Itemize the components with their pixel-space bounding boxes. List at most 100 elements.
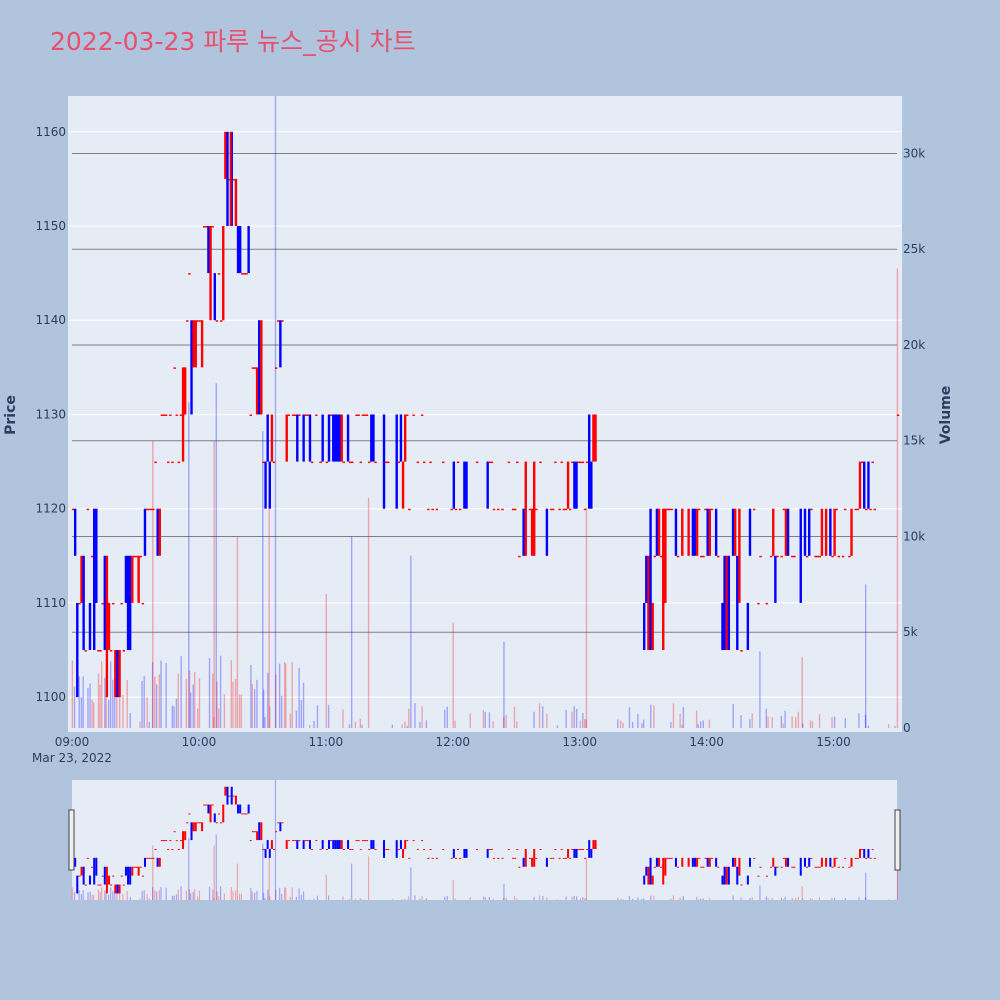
candle <box>370 414 373 462</box>
slider-candle <box>118 884 121 894</box>
candle <box>693 508 697 556</box>
candle <box>342 461 346 464</box>
slider-candle <box>539 848 542 850</box>
slider-candle <box>188 813 191 815</box>
slider-candle <box>850 857 853 867</box>
slider-candle <box>837 866 840 868</box>
candle <box>746 602 750 651</box>
candle <box>865 508 868 511</box>
range-slider-right-handle[interactable] <box>894 809 901 871</box>
candle <box>554 461 557 464</box>
slider-candle <box>512 857 515 859</box>
slider-candle <box>842 866 845 868</box>
slider-candle <box>765 875 768 877</box>
slider-candle <box>715 857 718 867</box>
slider-candle <box>814 866 817 868</box>
candle <box>695 508 699 556</box>
candle <box>186 320 189 322</box>
candle <box>264 461 267 509</box>
candle <box>581 461 585 464</box>
candle <box>298 414 301 416</box>
slider-candle <box>429 848 432 850</box>
range-slider-left-handle[interactable] <box>68 809 75 871</box>
slider-candle <box>186 822 189 824</box>
candle <box>332 414 335 462</box>
candle <box>558 508 561 511</box>
candle <box>522 508 525 556</box>
slider-candle <box>677 866 680 868</box>
candle <box>359 461 362 464</box>
slider-candle <box>224 786 227 796</box>
slider-candle <box>370 840 373 849</box>
candle <box>219 320 223 322</box>
candle <box>365 414 369 416</box>
candle <box>873 508 876 511</box>
candle <box>397 461 401 464</box>
slider-candle <box>514 857 517 859</box>
slider-candle <box>374 848 377 850</box>
slider-candle <box>306 840 309 842</box>
candle <box>304 414 307 416</box>
slider-candle <box>137 866 140 876</box>
slider-candle <box>873 857 876 859</box>
slider-candle <box>594 840 597 849</box>
volume-axis-title: Volume <box>938 386 954 445</box>
slider-candle <box>232 795 235 797</box>
candle <box>293 414 297 416</box>
slider-candle <box>196 822 199 824</box>
slider-candle <box>203 804 206 806</box>
slider-candle <box>334 840 337 849</box>
time-tick-label: 14:00 <box>689 735 724 749</box>
candle <box>725 555 728 651</box>
candle <box>564 508 568 511</box>
candle <box>190 320 193 415</box>
slider-candle <box>431 857 434 859</box>
candle <box>88 602 92 651</box>
slider-candle <box>871 848 874 850</box>
slider-candle <box>573 848 576 858</box>
slider-candle <box>347 840 350 849</box>
candle <box>209 226 212 321</box>
candle <box>516 461 519 464</box>
slider-candle <box>660 866 663 868</box>
slider-candle <box>385 848 388 850</box>
slider-candle <box>442 848 445 850</box>
slider-candle <box>421 840 424 842</box>
range-slider[interactable] <box>72 780 897 900</box>
slider-candle <box>194 822 197 832</box>
candle <box>160 414 164 416</box>
candlesticks <box>71 131 900 698</box>
candle <box>124 555 128 603</box>
slider-candle <box>535 857 538 859</box>
slider-candle <box>207 804 210 814</box>
slider-candle <box>340 840 343 849</box>
candle <box>486 461 489 509</box>
candle <box>93 508 96 651</box>
slider-candle <box>662 857 665 885</box>
price-axis-title: Price <box>3 395 19 435</box>
candle <box>291 414 295 416</box>
candle <box>192 320 195 368</box>
candle <box>867 461 870 509</box>
candle <box>869 508 872 511</box>
candle <box>188 273 191 275</box>
candle <box>154 461 157 464</box>
candle <box>351 461 354 464</box>
slider-candle <box>192 822 195 832</box>
slider-candle <box>279 822 282 832</box>
slider-candle <box>681 857 684 867</box>
candle <box>687 508 690 556</box>
slider-candle <box>103 866 106 885</box>
slider-candle <box>558 857 561 859</box>
slider-candle <box>357 840 360 842</box>
slider-candle <box>818 866 821 868</box>
price-tick-label: 1160 <box>35 125 66 139</box>
candle <box>668 508 671 511</box>
slider-candle <box>784 857 787 867</box>
slider-candle <box>222 804 225 823</box>
candle <box>203 226 206 228</box>
slider-candle <box>486 848 489 858</box>
candle <box>442 461 445 464</box>
candle <box>355 414 358 416</box>
candle <box>207 226 210 274</box>
